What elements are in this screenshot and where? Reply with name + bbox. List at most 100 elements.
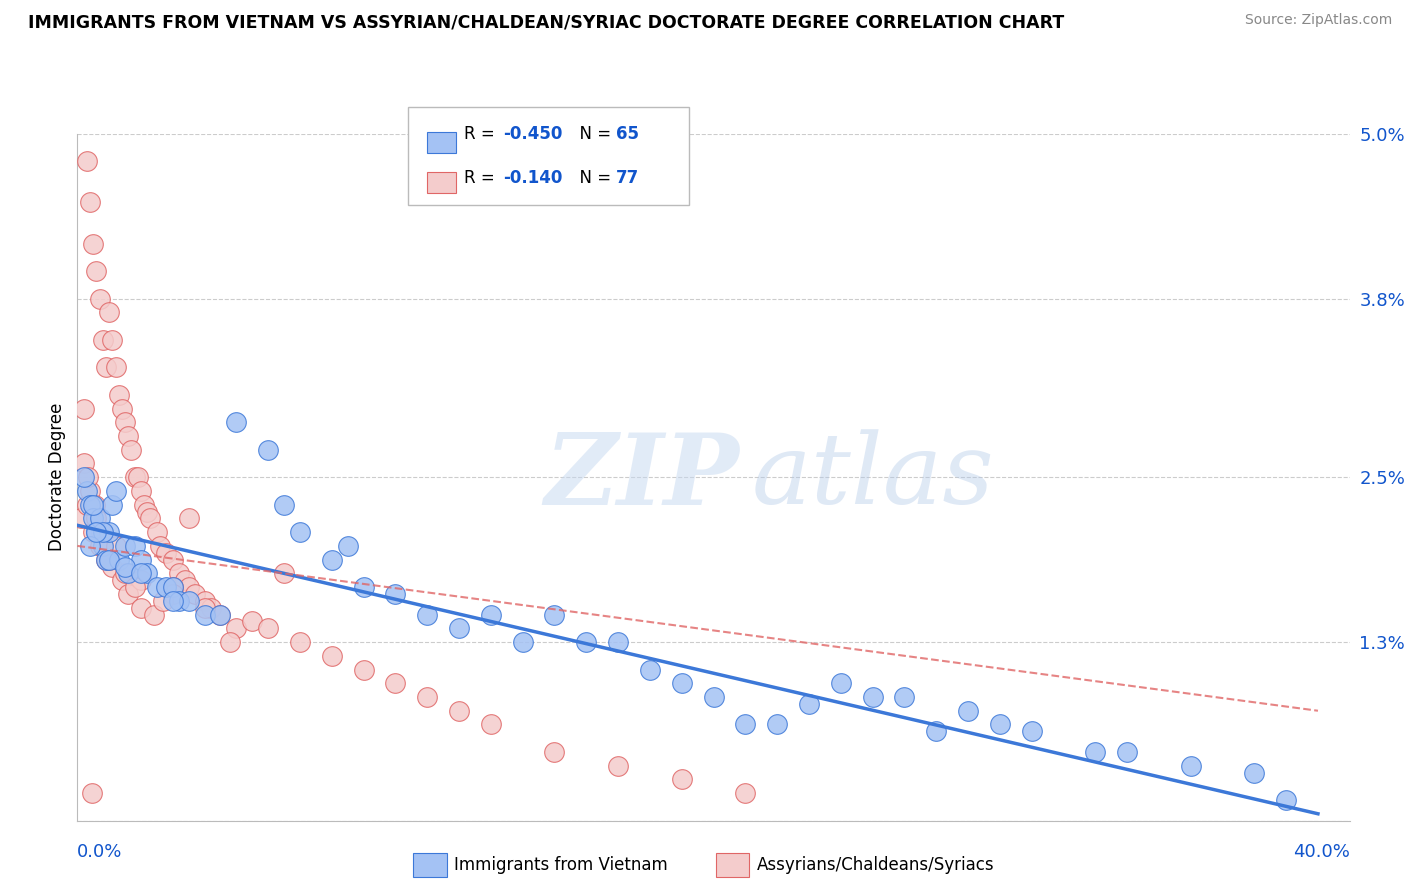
Point	[76, 483, 98, 498]
Point	[797, 697, 820, 711]
Point	[86, 525, 108, 540]
Point	[149, 539, 172, 553]
Point	[101, 498, 124, 512]
Point	[127, 470, 149, 484]
Text: N =: N =	[569, 125, 617, 143]
Point	[734, 786, 756, 800]
Point	[117, 566, 139, 581]
Point	[543, 607, 565, 622]
Text: Assyrians/Chaldeans/Syriacs: Assyrians/Chaldeans/Syriacs	[756, 856, 994, 874]
Point	[162, 587, 184, 601]
Point	[607, 635, 630, 649]
Point	[671, 676, 693, 690]
Point	[288, 635, 311, 649]
Point	[1116, 745, 1139, 759]
Point	[288, 525, 311, 540]
Point	[177, 594, 200, 608]
Point	[73, 470, 96, 484]
Point	[101, 559, 124, 574]
Text: -0.450: -0.450	[503, 125, 562, 143]
Point	[957, 704, 980, 718]
Point	[321, 552, 343, 566]
Point	[146, 525, 169, 540]
Text: R =: R =	[464, 125, 501, 143]
Point	[91, 525, 114, 540]
Point	[91, 333, 114, 347]
Point	[91, 539, 114, 553]
Point	[101, 333, 124, 347]
Point	[194, 594, 217, 608]
Text: 77: 77	[616, 169, 640, 187]
Point	[162, 580, 184, 594]
Point	[129, 573, 152, 587]
Point	[273, 566, 295, 581]
Point	[240, 615, 263, 629]
Point	[321, 648, 343, 663]
Point	[155, 546, 177, 560]
Point	[82, 511, 104, 525]
Point	[449, 704, 471, 718]
Point	[111, 573, 134, 587]
Point	[79, 195, 101, 210]
Text: 65: 65	[616, 125, 638, 143]
Point	[1180, 758, 1202, 772]
Point	[449, 621, 471, 635]
Text: 0.0%: 0.0%	[77, 843, 122, 861]
Point	[162, 580, 184, 594]
Point	[69, 511, 91, 525]
Point	[273, 498, 295, 512]
Point	[862, 690, 884, 704]
Point	[139, 511, 162, 525]
Point	[114, 415, 136, 429]
Point	[225, 415, 247, 429]
Point	[177, 580, 200, 594]
Point	[76, 154, 98, 169]
Point	[225, 621, 247, 635]
Point	[200, 600, 222, 615]
Point	[543, 745, 565, 759]
Point	[98, 525, 121, 540]
Point	[124, 470, 146, 484]
Point	[209, 607, 232, 622]
Point	[117, 587, 139, 601]
Point	[107, 552, 129, 566]
Point	[146, 580, 169, 594]
Point	[607, 758, 630, 772]
Point	[162, 594, 184, 608]
Point	[336, 539, 359, 553]
Point	[82, 525, 104, 540]
Text: R =: R =	[464, 169, 501, 187]
Point	[94, 552, 117, 566]
Point	[174, 573, 197, 587]
Point	[77, 470, 100, 484]
Point	[129, 552, 152, 566]
Point	[86, 511, 108, 525]
Point	[638, 663, 661, 677]
Point	[925, 724, 948, 739]
Point	[114, 539, 136, 553]
Point	[512, 635, 534, 649]
Point	[89, 539, 111, 553]
Text: IMMIGRANTS FROM VIETNAM VS ASSYRIAN/CHALDEAN/SYRIAC DOCTORATE DEGREE CORRELATION: IMMIGRANTS FROM VIETNAM VS ASSYRIAN/CHAL…	[28, 13, 1064, 31]
Point	[73, 457, 96, 471]
Point	[479, 717, 502, 731]
Text: Immigrants from Vietnam: Immigrants from Vietnam	[454, 856, 668, 874]
Point	[107, 388, 129, 402]
Point	[129, 483, 152, 498]
Point	[194, 600, 217, 615]
Point	[124, 580, 146, 594]
Point	[703, 690, 725, 704]
Point	[734, 717, 756, 731]
Point	[194, 607, 217, 622]
Text: atlas: atlas	[752, 430, 994, 524]
Point	[94, 360, 117, 375]
Point	[134, 498, 156, 512]
Point	[416, 607, 439, 622]
Point	[94, 552, 117, 566]
Point	[98, 305, 121, 319]
Point	[76, 498, 98, 512]
Point	[219, 635, 242, 649]
Point	[117, 429, 139, 443]
Point	[129, 600, 152, 615]
Point	[98, 552, 121, 566]
